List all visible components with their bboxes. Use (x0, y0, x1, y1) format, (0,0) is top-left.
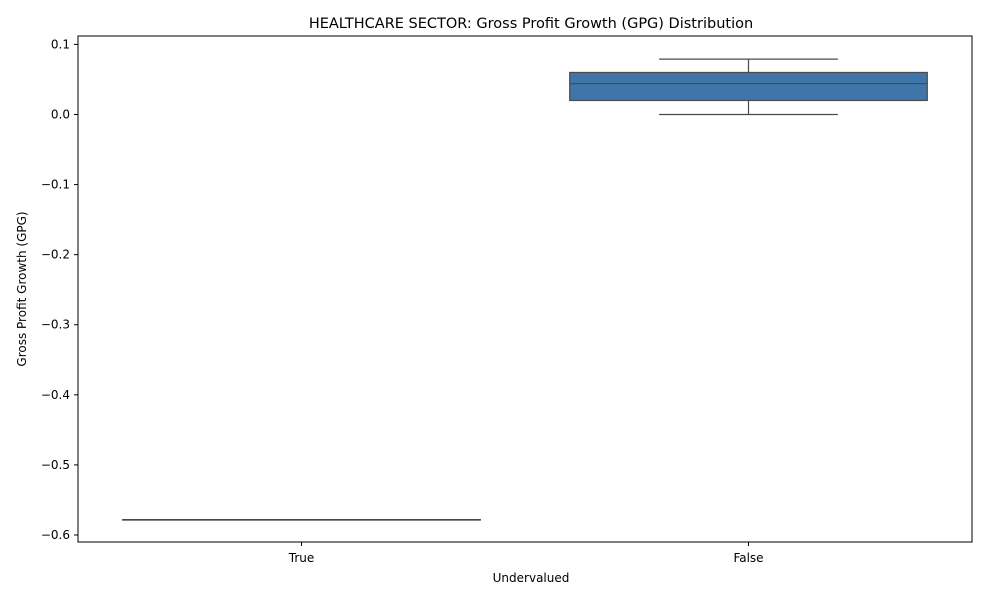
x-tick-label: True (288, 551, 315, 565)
y-axis-label: Gross Profit Growth (GPG) (15, 211, 29, 366)
x-axis: True False (288, 542, 764, 565)
chart-title: HEALTHCARE SECTOR: Gross Profit Growth (… (309, 16, 753, 32)
y-tick-label: −0.5 (41, 458, 70, 472)
y-tick-label: −0.2 (41, 248, 70, 262)
x-axis-label: Undervalued (493, 571, 570, 585)
y-tick-label: 0.0 (51, 107, 70, 121)
y-axis: 0.1 0.0 −0.1 −0.2 −0.3 −0.4 −0.5 −0.6 (41, 37, 78, 542)
y-tick-label: 0.1 (51, 37, 70, 51)
x-tick-label: False (733, 551, 763, 565)
y-tick-label: −0.3 (41, 318, 70, 332)
box-body (569, 71, 928, 102)
y-tick-label: −0.4 (41, 388, 70, 402)
box-true (122, 518, 481, 521)
y-tick-label: −0.1 (41, 178, 70, 192)
plot-frame (77, 35, 973, 543)
y-tick-label: −0.6 (41, 528, 70, 542)
box-false (569, 58, 928, 116)
plot-marks (122, 58, 928, 521)
